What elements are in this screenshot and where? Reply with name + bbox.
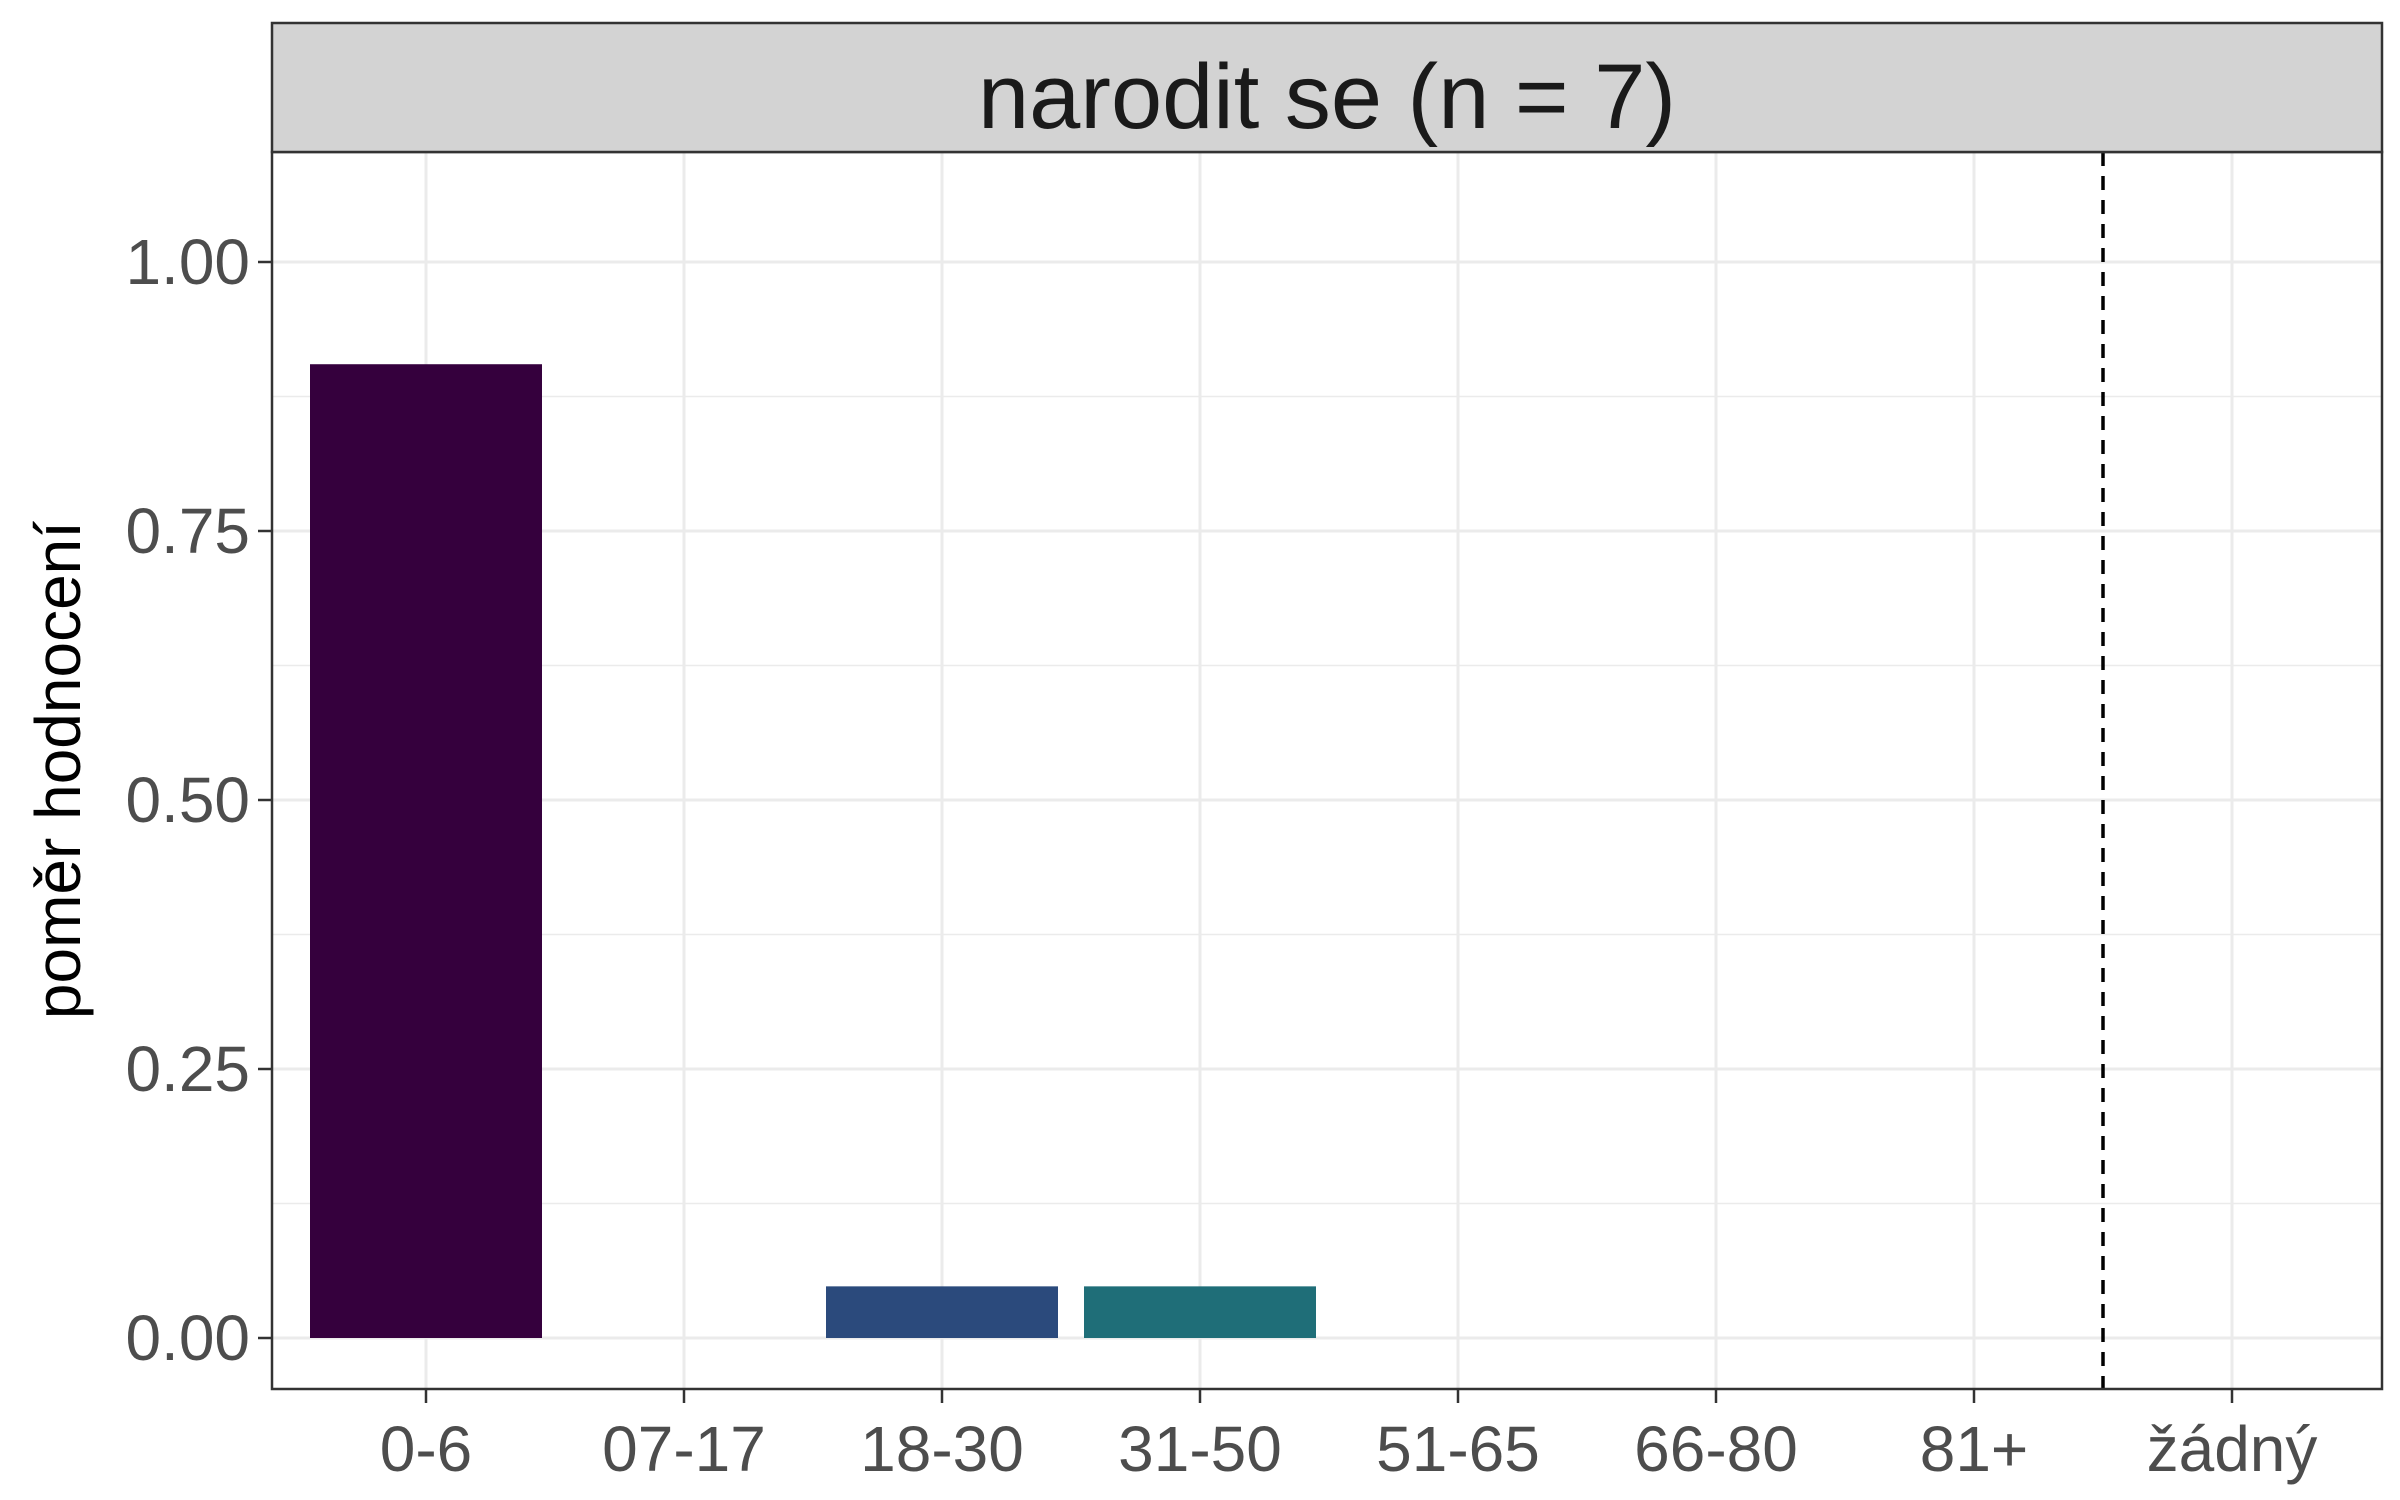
x-tick-label: 07-17 xyxy=(602,1413,766,1485)
bars xyxy=(310,364,1316,1339)
x-tick-label: 18-30 xyxy=(860,1413,1024,1485)
y-tick-label: 1.00 xyxy=(125,226,250,298)
x-tick-label: 66-80 xyxy=(1634,1413,1798,1485)
x-tick-label: 81+ xyxy=(1920,1413,2029,1485)
y-axis: 0.00 0.25 0.50 0.75 1.00 xyxy=(125,226,272,1374)
x-tick-label: 51-65 xyxy=(1376,1413,1540,1485)
bar-31-50 xyxy=(1084,1286,1316,1338)
y-tick-label: 0.25 xyxy=(125,1033,250,1105)
facet-title: narodit se (n = 7) xyxy=(978,46,1676,148)
bar-18-30 xyxy=(826,1286,1058,1338)
y-tick-label: 0.00 xyxy=(125,1302,250,1374)
x-tick-label: žádný xyxy=(2147,1413,2318,1485)
x-tick-label: 0-6 xyxy=(380,1413,473,1485)
x-tick-label: 31-50 xyxy=(1118,1413,1282,1485)
bar-0-6 xyxy=(310,364,542,1339)
facet-strip: narodit se (n = 7) xyxy=(270,21,2384,154)
x-axis: 0-6 07-17 18-30 31-50 51-65 66-80 81+ žádný xyxy=(380,1389,2318,1485)
plot-panel xyxy=(272,152,2382,1389)
y-tick-label: 0.75 xyxy=(125,495,250,567)
y-axis-title: poměr hodnocení xyxy=(22,521,94,1019)
y-tick-label: 0.50 xyxy=(125,764,250,836)
